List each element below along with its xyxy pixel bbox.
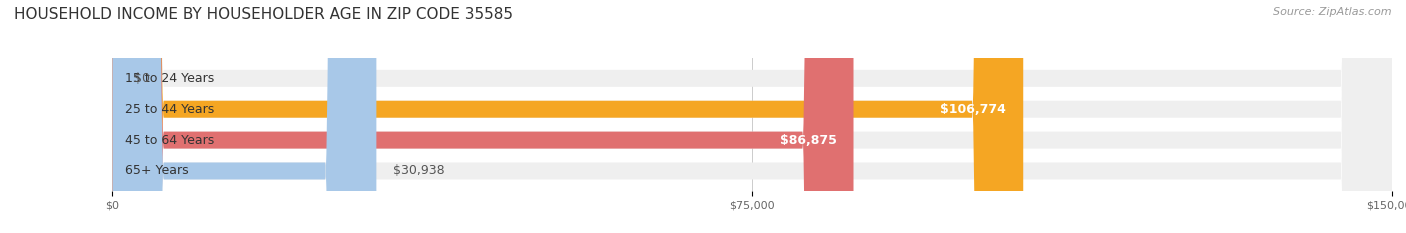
- Text: HOUSEHOLD INCOME BY HOUSEHOLDER AGE IN ZIP CODE 35585: HOUSEHOLD INCOME BY HOUSEHOLDER AGE IN Z…: [14, 7, 513, 22]
- Text: $86,875: $86,875: [779, 134, 837, 147]
- Text: $30,938: $30,938: [394, 164, 446, 178]
- FancyBboxPatch shape: [112, 0, 1024, 233]
- Text: 45 to 64 Years: 45 to 64 Years: [125, 134, 215, 147]
- Text: 25 to 44 Years: 25 to 44 Years: [125, 103, 215, 116]
- FancyBboxPatch shape: [112, 0, 1392, 233]
- Text: $0: $0: [134, 72, 150, 85]
- FancyBboxPatch shape: [112, 0, 1392, 233]
- FancyBboxPatch shape: [112, 0, 377, 233]
- Text: 15 to 24 Years: 15 to 24 Years: [125, 72, 215, 85]
- Text: Source: ZipAtlas.com: Source: ZipAtlas.com: [1274, 7, 1392, 17]
- FancyBboxPatch shape: [112, 0, 853, 233]
- Text: $106,774: $106,774: [941, 103, 1007, 116]
- FancyBboxPatch shape: [112, 0, 1392, 233]
- Text: 65+ Years: 65+ Years: [125, 164, 188, 178]
- FancyBboxPatch shape: [112, 0, 1392, 233]
